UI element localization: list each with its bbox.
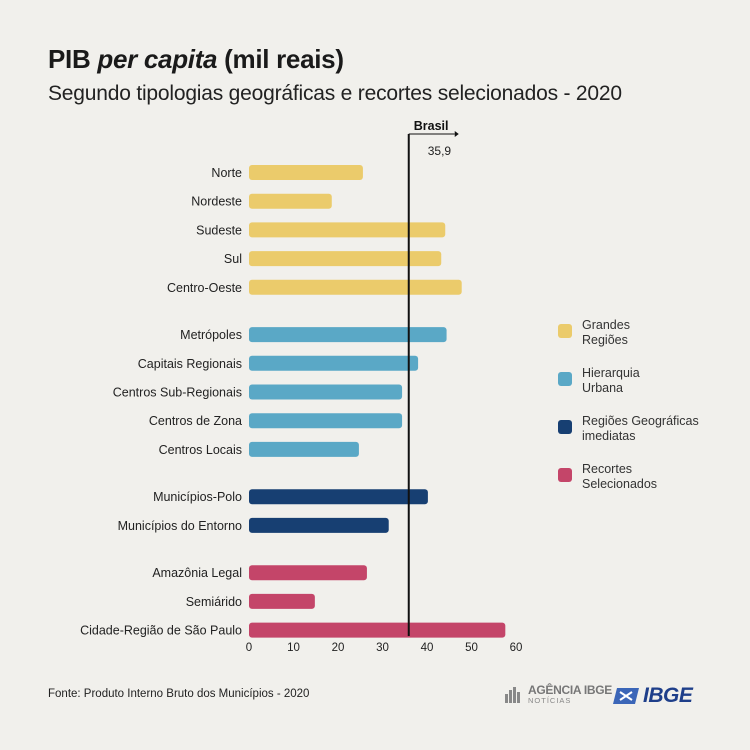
legend-swatch — [558, 420, 572, 434]
category-label: Semiárido — [186, 595, 242, 609]
source-note: Fonte: Produto Interno Bruto dos Municíp… — [48, 688, 310, 700]
category-label: Norte — [211, 166, 242, 180]
ibge-logo-text: IBGE — [643, 684, 693, 707]
bar — [249, 384, 403, 400]
agencia-label: AGÊNCIA IBGE — [528, 683, 612, 697]
reference-arrow — [454, 131, 459, 137]
legend-label: Grandes Regiões — [582, 318, 630, 347]
x-tick-label: 0 — [246, 642, 252, 654]
legend-item: Hierarquia Urbana — [558, 366, 738, 396]
legend: Grandes Regiões Hierarquia Urbana Regiões … — [558, 318, 738, 510]
reference-value: 35,9 — [428, 144, 452, 158]
category-label: Centros de Zona — [149, 414, 242, 428]
category-label: Municípios do Entorno — [118, 519, 242, 533]
x-tick-label: 10 — [287, 642, 300, 654]
legend-swatch — [558, 468, 572, 482]
bar — [249, 593, 315, 609]
bar — [249, 222, 446, 238]
category-label: Centros Sub-Regionais — [113, 386, 242, 400]
agencia-icon — [505, 686, 520, 703]
category-label: Cidade-Região de São Paulo — [80, 624, 242, 638]
agencia-ibge-logo: AGÊNCIA IBGE NOTÍCIAS — [504, 684, 612, 705]
category-label: Sudeste — [196, 223, 242, 237]
chart-title: PIB per capita (mil reais) — [48, 44, 344, 75]
category-label: Amazônia Legal — [152, 566, 242, 580]
ibge-logo: IBGE — [612, 684, 693, 708]
legend-label: Recortes Selecionados — [582, 462, 658, 491]
reference-label: Brasil — [414, 119, 449, 133]
agencia-sub-label: NOTÍCIAS — [528, 696, 572, 705]
x-tick-label: 20 — [332, 642, 345, 654]
x-tick-label: 30 — [376, 642, 389, 654]
bar — [249, 355, 419, 371]
legend-item: Regiões Geográficas imediatas — [558, 414, 738, 444]
bar — [249, 489, 428, 505]
bar — [249, 413, 403, 429]
category-label: Municípios-Polo — [153, 490, 242, 504]
x-tick-label: 40 — [421, 642, 434, 654]
category-label: Capitais Regionais — [138, 357, 242, 371]
bar — [249, 327, 447, 343]
category-label: Centro-Oeste — [167, 281, 242, 295]
x-tick-label: 50 — [465, 642, 478, 654]
category-label: Metrópoles — [180, 328, 242, 342]
title-suffix: (mil reais) — [224, 44, 344, 74]
x-tick-label: 60 — [510, 642, 523, 654]
title-italic: per capita — [97, 44, 218, 74]
ibge-logo-icon — [613, 688, 639, 704]
chart-subtitle: Segundo tipologias geográficas e recorte… — [48, 82, 622, 105]
legend-label: Hierarquia Urbana — [582, 366, 640, 395]
bar — [249, 441, 359, 457]
title-main: PIB — [48, 44, 91, 74]
category-label: Sul — [224, 252, 242, 266]
bar — [249, 565, 367, 581]
bar — [249, 517, 389, 533]
category-label: Centros Locais — [159, 443, 242, 457]
category-label: Nordeste — [191, 195, 242, 209]
bar — [249, 165, 363, 180]
legend-swatch — [558, 372, 572, 386]
bar — [249, 251, 442, 267]
bar — [249, 279, 462, 295]
legend-label: Regiões Geográficas imediatas — [582, 414, 699, 443]
legend-item: Grandes Regiões — [558, 318, 738, 348]
legend-item: Recortes Selecionados — [558, 462, 738, 492]
bar-chart: Norte Nordeste Sudeste Sul Centro-Oeste Metró… — [80, 119, 523, 654]
bar — [249, 193, 332, 209]
legend-swatch — [558, 324, 572, 338]
bar — [249, 622, 506, 638]
